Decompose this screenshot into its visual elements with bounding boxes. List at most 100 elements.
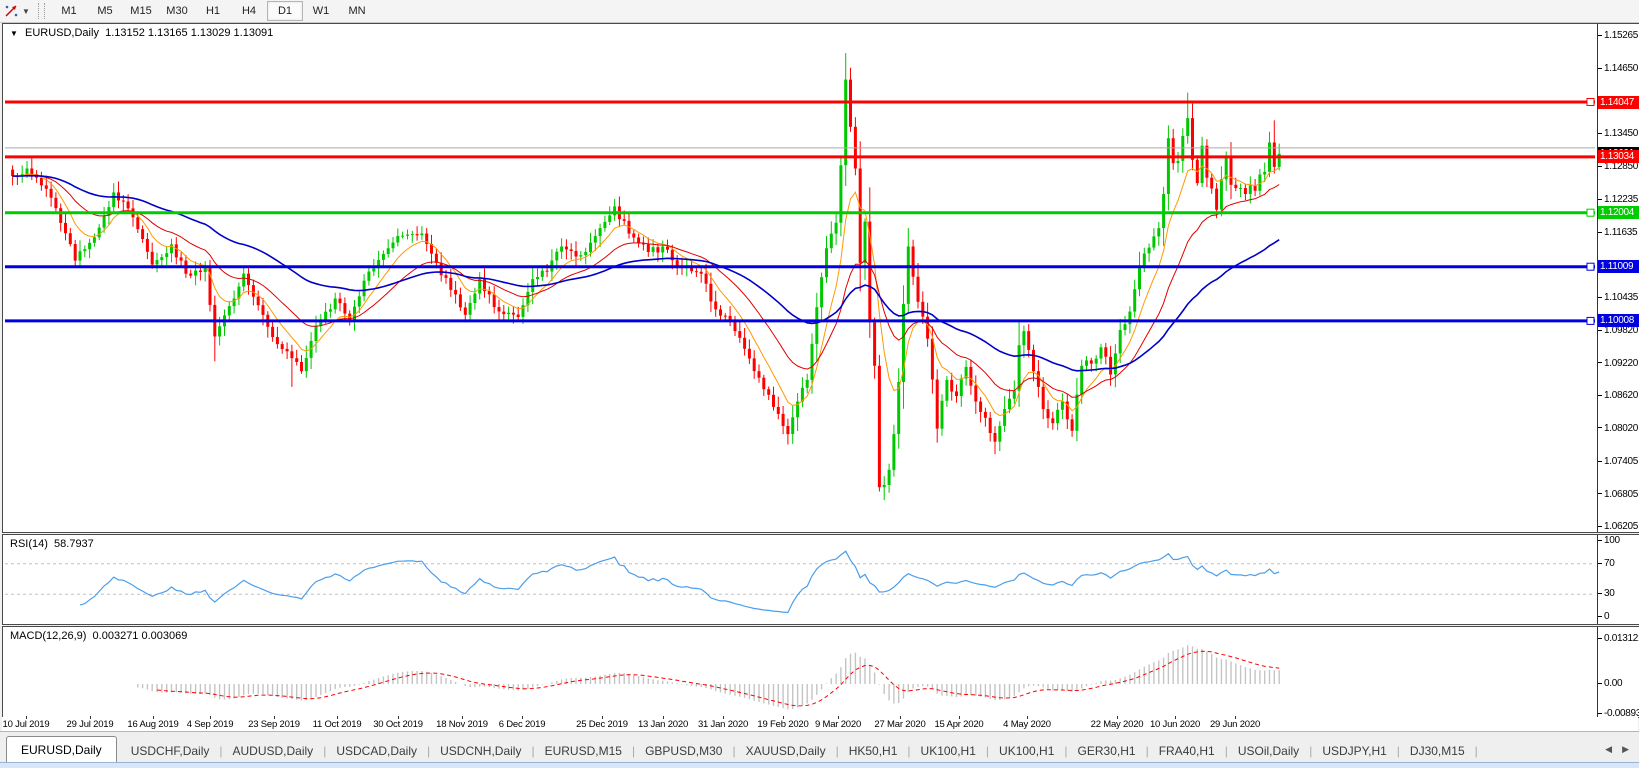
time-axis: 10 Jul 2019 29 Jul 2019 16 Aug 2019 4 Sep 2… (2, 716, 1638, 731)
chart-tab-usdchf-daily[interactable]: USDCHF,Daily (130, 744, 210, 758)
time-tick-label: 11 Oct 2019 (312, 719, 362, 730)
timeframe-button-mn[interactable]: MN (348, 5, 366, 17)
chart-tab-eurusd-daily[interactable]: EURUSD,Daily (6, 736, 117, 763)
tab-separator: | (907, 744, 911, 758)
timeframe-button-d1[interactable]: D1 (267, 1, 303, 21)
candle-body (834, 222, 838, 234)
candle-body (1094, 358, 1098, 364)
candle-body (1138, 266, 1141, 290)
timeframe-button-h1[interactable]: H1 (205, 5, 221, 17)
rsi-indicator-pane[interactable]: RSI(14) 58.7937 100 70 30 0 (2, 534, 1639, 625)
candle-body (752, 358, 756, 372)
time-tick-label: 30 Oct 2019 (373, 719, 423, 730)
candle-body (174, 244, 178, 258)
line-tools-dropdown-icon[interactable]: ▼ (22, 6, 30, 16)
tab-separator: | (835, 744, 839, 758)
candle-body (1046, 409, 1050, 419)
candle-body (998, 426, 1002, 442)
macd-chart-canvas[interactable] (3, 627, 1639, 717)
chart-tab-usdjpy-h1[interactable]: USDJPY,H1 (1322, 744, 1387, 758)
candle-body (73, 244, 77, 261)
chart-tab-uk100-h1[interactable]: UK100,H1 (999, 744, 1055, 758)
price-chart-pane[interactable]: ▼ EURUSD,Daily 1.13152 1.13165 1.13029 1… (2, 23, 1639, 533)
rsi-title: RSI(14) 58.7937 (10, 538, 94, 550)
candle-body (386, 248, 390, 254)
line-handle[interactable] (1586, 98, 1595, 106)
candle-body (430, 243, 433, 254)
line-tools-icon[interactable] (2, 2, 22, 20)
chart-tab-gbpusd-m30[interactable]: GBPUSD,M30 (645, 744, 723, 758)
macd-indicator-pane[interactable]: MACD(12,26,9) 0.003271 0.003069 0.013121… (2, 626, 1639, 719)
chart-tab-xauusd-daily[interactable]: XAUUSD,Daily (745, 744, 826, 758)
candle-body (1017, 345, 1021, 391)
candle-body (300, 362, 303, 372)
timeframe-button-w1[interactable]: W1 (312, 5, 330, 17)
collapse-triangle-icon[interactable]: ▼ (10, 29, 18, 38)
candle-body (608, 215, 612, 222)
candle-body (873, 322, 877, 366)
chart-tab-usdcnh-daily[interactable]: USDCNH,Daily (440, 744, 522, 758)
time-tick-label: 16 Aug 2019 (127, 719, 179, 730)
candle-body (526, 291, 530, 306)
line-handle[interactable] (1586, 208, 1595, 217)
chart-tab-fra40-h1[interactable]: FRA40,H1 (1158, 744, 1215, 758)
candle-body (333, 298, 337, 310)
chart-tab-hk50-h1[interactable]: HK50,H1 (848, 744, 898, 758)
candle-body (1258, 174, 1262, 191)
candle-body (670, 249, 674, 261)
tab-scroll-right-icon[interactable]: ▶ (1622, 744, 1629, 754)
candle-body (646, 244, 650, 252)
price-level-label: 1.12004 (1598, 206, 1639, 220)
candle-body (30, 168, 34, 175)
line-handle[interactable] (1586, 262, 1595, 271)
timeframe-button-m30[interactable]: M30 (166, 5, 188, 17)
chart-tab-usdcad-daily[interactable]: USDCAD,Daily (336, 744, 417, 758)
price-tick-label: 1.09820 (1598, 325, 1638, 337)
chart-tab-eurusd-m15[interactable]: EURUSD,M15 (544, 744, 622, 758)
candle-body (728, 315, 732, 322)
candle-body (396, 236, 400, 243)
candlestick-chart-canvas[interactable] (3, 24, 1639, 532)
timeframe-button-m5[interactable]: M5 (97, 5, 113, 17)
candle-body (993, 433, 997, 442)
rsi-chart-canvas[interactable] (3, 535, 1639, 624)
tab-separator: | (732, 744, 736, 758)
candle-body (449, 277, 453, 290)
price-level-label: 1.10008 (1598, 314, 1639, 328)
chart-tab-uk100-h1[interactable]: UK100,H1 (920, 744, 976, 758)
chart-tab-usoil-daily[interactable]: USOil,Daily (1237, 744, 1300, 758)
macd-value: 0.003271 0.003069 (92, 630, 188, 642)
chart-tab-dj30-m15[interactable]: DJ30,M15 (1409, 744, 1465, 758)
price-tick-label: 1.09220 (1598, 358, 1638, 370)
timeframe-button-m1[interactable]: M1 (61, 5, 77, 17)
tab-scroll-left-icon[interactable]: ◀ (1605, 744, 1613, 754)
line-handle[interactable] (1586, 316, 1595, 325)
candle-body (926, 316, 930, 339)
candle-body (353, 306, 356, 321)
candle-body (1162, 194, 1166, 229)
macd-title: MACD(12,26,9) 0.003271 0.003069 (10, 630, 187, 642)
candle-body (507, 312, 511, 315)
candle-body (1012, 390, 1016, 399)
candle-body (478, 279, 482, 294)
rsi-tick-label: 30 (1598, 588, 1615, 600)
candle-body (930, 338, 934, 380)
timeframe-button-m15[interactable]: M15 (130, 5, 152, 17)
candle-body (892, 434, 896, 470)
candle-body (584, 252, 588, 256)
candle-body (261, 305, 265, 315)
candle-body (868, 221, 872, 323)
candle-body (338, 298, 342, 304)
candle-body (415, 234, 419, 236)
tab-separator: | (323, 744, 327, 758)
candle-body (781, 413, 785, 426)
candle-body (487, 291, 491, 295)
candle-body (88, 242, 92, 250)
candle-body (25, 168, 29, 175)
timeframe-button-h4[interactable]: H4 (241, 5, 257, 17)
chart-tab-ger30-h1[interactable]: GER30,H1 (1077, 744, 1136, 758)
candle-body (458, 294, 462, 308)
candle-body (1205, 145, 1209, 178)
candle-body (1191, 118, 1194, 160)
chart-tab-audusd-daily[interactable]: AUDUSD,Daily (232, 744, 314, 758)
